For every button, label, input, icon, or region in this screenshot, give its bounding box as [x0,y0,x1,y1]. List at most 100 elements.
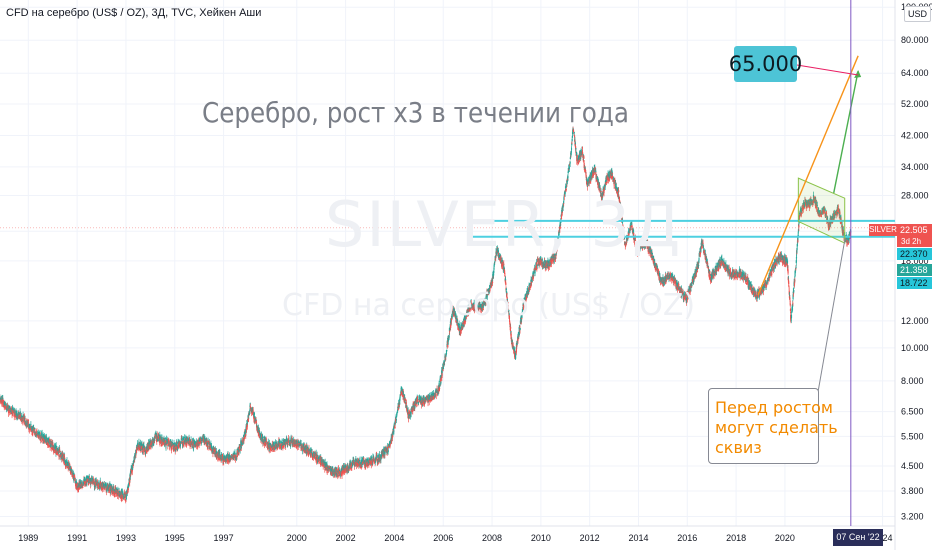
candle-body-2282 [455,318,458,321]
candle-body-542 [107,485,109,488]
candle-body-349 [68,464,70,467]
candle-body-2419 [483,301,485,303]
candle-body-2339 [467,311,469,313]
candle-body-700 [138,444,140,448]
candle-body-621 [122,496,125,498]
x-tick-label-14: 2018 [726,533,746,543]
candle-body-591 [116,494,119,497]
candle-body-183 [35,435,37,436]
candle-body-1121 [223,461,225,462]
candle-body-1706 [340,469,342,472]
candle-body-2412 [481,305,484,308]
candle-body-484 [95,486,97,488]
candle-body-948 [188,437,190,439]
candle-body-1994 [398,404,400,407]
candle-body-2113 [422,402,424,406]
candle-body-1473 [293,445,295,447]
candle-body-2249 [449,328,451,331]
candle-body-2048 [408,413,411,414]
candle-body-750 [148,442,150,445]
candle-body-367 [71,475,74,477]
candle-body-390 [76,488,78,490]
candle-body-1146 [228,456,230,460]
candle-body-2116 [422,396,424,398]
candle-body-1690 [337,475,339,477]
candle-body-1330 [265,441,267,445]
candle-body-1326 [264,440,266,443]
candle-body-92 [16,416,19,419]
candle-body-2147 [428,397,431,400]
candle-body-996 [198,440,200,442]
candle-body-2149 [429,399,431,402]
x-tick-label-4: 1997 [214,533,234,543]
candle-body-1608 [320,460,322,463]
y-tick-label-6: 28.000 [901,191,929,201]
candle-body-1447 [288,441,290,443]
candle-body-851 [169,447,171,449]
candle-body-1699 [339,470,341,471]
candle-body-802 [159,434,161,439]
candle-body-1177 [234,452,236,455]
candle-body-1475 [294,442,296,444]
candle-body-717 [142,452,144,454]
candle-body-1095 [217,457,220,460]
candle-body-1813 [361,458,364,461]
candle-body-666 [131,467,134,470]
candle-body-119 [22,421,24,423]
candle-body-31 [4,406,6,409]
candle-body-1043 [207,439,209,441]
candle-body-477 [94,485,96,487]
candle-body-1700 [339,470,341,473]
candle-body-215 [41,433,43,436]
candle-body-1187 [236,454,238,458]
candle-body-179 [34,428,36,429]
candle-body-66 [11,413,13,415]
candle-body-2276 [454,313,456,316]
candle-body-1604 [319,463,322,465]
candle-body-101 [18,416,20,418]
candle-body-149 [28,428,30,430]
candle-body-1237 [246,421,248,423]
candle-body-1992 [397,408,399,410]
candle-body-91 [16,413,18,416]
candle-body-547 [108,487,110,489]
candle-body-1671 [333,473,335,476]
candle-body-1950 [389,447,391,448]
candle-body-391 [76,485,79,487]
candle-body-1586 [316,456,318,460]
candle-body-467 [92,478,94,480]
candle-body-1723 [343,465,346,467]
candle-body-1245 [248,418,250,420]
candle-body-2316 [462,324,464,327]
candle-body-1026 [204,435,206,439]
candle-body-1199 [238,444,240,448]
candle-body-378 [74,477,76,478]
candle-body-278 [54,444,56,449]
candle-body-1848 [368,460,371,462]
candle-body-1821 [363,460,365,462]
candle-body-977 [194,444,196,447]
candle-body-441 [86,480,89,483]
candle-body-1800 [359,461,361,463]
y-tick-label-13: 5.500 [901,431,924,441]
candle-body-616 [121,491,124,493]
candle-body-383 [75,480,77,484]
candle-body-2456 [490,285,492,287]
candle-body-922 [183,443,185,445]
candle-body-1581 [315,456,317,460]
candle-body-2191 [437,391,439,392]
candle-body-1841 [367,458,369,461]
candle-body-1407 [280,443,282,448]
candle-body-2001 [399,396,401,398]
candle-body-2234 [446,349,448,351]
candle-body-1491 [297,440,299,442]
candle-body-1983 [395,416,398,418]
candle-body-574 [113,488,115,489]
candle-body-2196 [438,385,440,388]
candle-body-1623 [323,461,325,464]
candle-body-2018 [402,393,405,395]
candle-body-751 [148,441,151,443]
candle-body-1041 [207,445,209,448]
candle-body-1708 [340,473,343,476]
